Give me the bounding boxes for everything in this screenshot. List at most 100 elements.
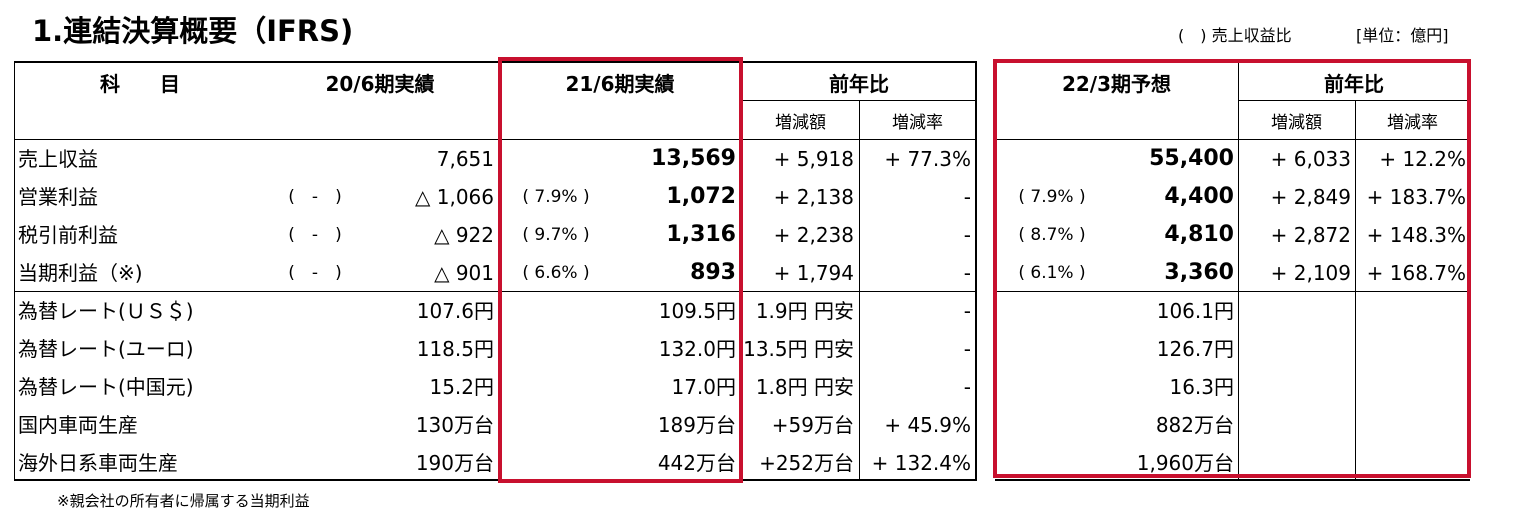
row-label: 国内車両生産	[18, 413, 138, 437]
forecast-diff	[1238, 330, 1351, 368]
header-rate: 増減率	[892, 113, 943, 133]
forecast-value: 126.7円	[1156, 337, 1234, 361]
forecast-value: 55,400	[1149, 146, 1234, 171]
curr-ratio: ( 9.7% )	[522, 225, 590, 245]
row-label: 為替レート(ＵＳ＄)	[18, 299, 194, 323]
curr-ratio: ( 6.6% )	[522, 263, 590, 283]
forecast-diff: + 2,849	[1270, 185, 1351, 209]
row-label: 為替レート(中国元)	[18, 375, 194, 399]
curr-value: 13,569	[651, 146, 736, 171]
curr-ratio: ( 7.9% )	[522, 187, 590, 207]
prev-ratio	[270, 330, 360, 368]
forecast-ratio: ( 7.9% )	[1018, 187, 1086, 207]
prev-ratio	[270, 444, 360, 482]
yoy-rate: + 132.4%	[871, 451, 971, 475]
yoy-diff: 1.8円 円安	[755, 375, 854, 399]
table-rule	[1238, 100, 1470, 101]
table-rule	[14, 61, 15, 481]
header-yoy-forecast: 前年比	[1324, 72, 1384, 96]
forecast-diff	[1238, 292, 1351, 330]
forecast-rate: + 168.7%	[1366, 261, 1466, 285]
yoy-rate: -	[963, 299, 971, 323]
ratio-legend: ( ) 売上収益比	[1178, 26, 1292, 45]
yoy-diff: + 2,238	[773, 223, 854, 247]
prev-value: 130万台	[415, 413, 494, 437]
prev-value: 7,651	[436, 147, 494, 171]
footnote: ※親会社の所有者に帰属する当期利益	[57, 492, 310, 510]
forecast-value: 106.1円	[1156, 299, 1234, 323]
forecast-value: 882万台	[1155, 413, 1234, 437]
prev-ratio: ( - )	[288, 187, 342, 207]
forecast-ratio	[1002, 406, 1102, 444]
row-label: 営業利益	[18, 185, 98, 209]
forecast-ratio	[1002, 330, 1102, 368]
curr-ratio	[508, 140, 604, 178]
prev-ratio: ( - )	[288, 225, 342, 245]
yoy-diff: 13.5円 円安	[743, 337, 854, 361]
table-rule	[975, 61, 977, 481]
prev-ratio	[270, 140, 360, 178]
row-label: 為替レート(ユーロ)	[18, 337, 194, 361]
forecast-rate	[1355, 330, 1466, 368]
forecast-ratio	[1002, 292, 1102, 330]
curr-ratio	[508, 292, 604, 330]
forecast-ratio	[1002, 140, 1102, 178]
prev-value: 15.2円	[429, 375, 494, 399]
prev-value: △ 922	[434, 223, 494, 247]
forecast-value: 1,960万台	[1136, 451, 1234, 475]
yoy-rate: -	[963, 185, 971, 209]
highlight-current-results	[498, 57, 743, 483]
forecast-diff: + 2,109	[1270, 261, 1351, 285]
table-rule	[1355, 100, 1356, 481]
curr-value: 17.0円	[671, 375, 736, 399]
yoy-diff: +252万台	[759, 451, 854, 475]
yoy-rate: + 77.3%	[884, 147, 971, 171]
table-rule	[995, 291, 1470, 292]
forecast-rate	[1355, 292, 1466, 330]
row-label: 売上収益	[18, 147, 98, 171]
table-rule	[14, 291, 976, 292]
header-current-results: 21/6期実績	[565, 72, 675, 96]
yoy-rate: -	[963, 223, 971, 247]
yoy-diff: +59万台	[771, 413, 854, 437]
forecast-rate	[1355, 406, 1466, 444]
forecast-diff	[1238, 406, 1351, 444]
curr-value: 189万台	[657, 413, 736, 437]
row-label: 税引前利益	[18, 223, 118, 247]
forecast-rate	[1355, 444, 1466, 482]
table-rule	[995, 479, 1470, 481]
forecast-ratio: ( 8.7% )	[1018, 225, 1086, 245]
unit-label: [単位：億円]	[1356, 26, 1449, 45]
curr-value: 109.5円	[658, 299, 736, 323]
header-diff-forecast: 増減額	[1271, 113, 1322, 133]
table-rule	[859, 100, 860, 481]
table-rule	[14, 139, 976, 140]
prev-value: △ 901	[434, 261, 494, 285]
forecast-rate	[1355, 368, 1466, 406]
curr-value: 1,316	[666, 222, 736, 247]
yoy-rate: -	[963, 375, 971, 399]
prev-ratio	[270, 368, 360, 406]
yoy-diff: 1.9円 円安	[755, 299, 854, 323]
forecast-diff: + 2,872	[1270, 223, 1351, 247]
yoy-diff: + 2,138	[773, 185, 854, 209]
forecast-rate: + 183.7%	[1366, 185, 1466, 209]
prev-value: 118.5円	[416, 337, 494, 361]
table-rule	[14, 61, 976, 63]
header-forecast: 22/3期予想	[1061, 72, 1172, 96]
curr-value: 893	[690, 260, 736, 285]
forecast-diff: + 6,033	[1270, 147, 1351, 171]
row-label: 当期利益（※)	[18, 261, 143, 285]
yoy-diff: + 5,918	[773, 147, 854, 171]
forecast-rate: + 12.2%	[1379, 147, 1466, 171]
forecast-value: 16.3円	[1169, 375, 1234, 399]
row-label: 海外日系車両生産	[18, 451, 178, 475]
curr-ratio	[508, 330, 604, 368]
prev-ratio: ( - )	[288, 263, 342, 283]
yoy-rate: + 45.9%	[884, 413, 971, 437]
curr-value: 1,072	[666, 184, 736, 209]
forecast-ratio: ( 6.1% )	[1018, 263, 1086, 283]
header-rate-forecast: 増減率	[1387, 113, 1438, 133]
prev-ratio	[270, 406, 360, 444]
